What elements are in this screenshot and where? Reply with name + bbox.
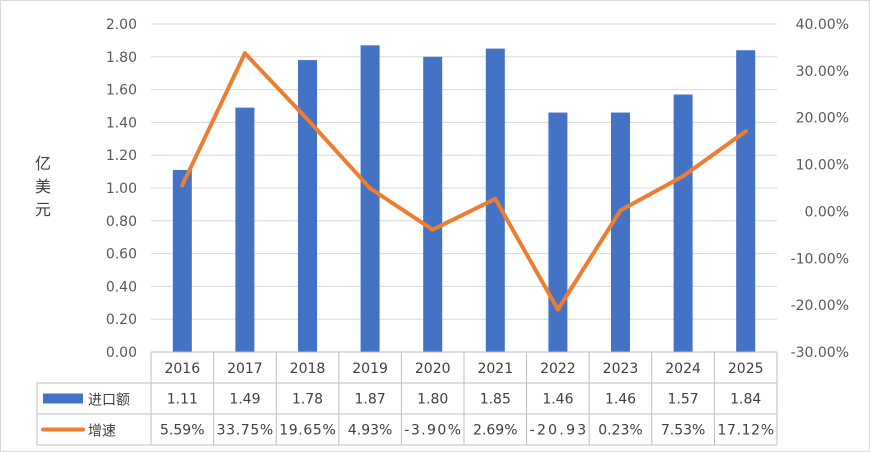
bar bbox=[548, 112, 568, 352]
x-tick-label: 2023 bbox=[603, 361, 639, 377]
line-series-growth bbox=[180, 51, 748, 312]
table-cell-value: 1.84 bbox=[730, 392, 761, 408]
x-tick-label: 2021 bbox=[477, 361, 513, 377]
y-axis-right: -30.00% -20.00% -10.00% 0.00% 10.00% 20.00% 30… bbox=[791, 17, 849, 361]
y-right-tick-label: 20.00% bbox=[796, 111, 849, 127]
table-cell-value: 1.49 bbox=[229, 392, 260, 408]
y-left-tick-label: 0.20 bbox=[106, 312, 137, 328]
y-right-tick-label: -10.00% bbox=[791, 251, 849, 267]
growth-point bbox=[493, 196, 498, 201]
y-axis-title-char: 亿 bbox=[35, 154, 51, 173]
table-cell-value: 1.46 bbox=[605, 392, 636, 408]
growth-line bbox=[180, 51, 748, 312]
table-cell-value: 1.57 bbox=[668, 392, 699, 408]
y-left-tick-label: 0.60 bbox=[106, 247, 137, 263]
growth-point bbox=[618, 208, 623, 213]
table-cell-value: 1.85 bbox=[480, 392, 511, 408]
table-cell-value: -20.93 bbox=[530, 423, 587, 439]
bar bbox=[235, 107, 255, 352]
x-tick-label: 2017 bbox=[227, 361, 263, 377]
y-left-tick-label: 1.40 bbox=[106, 115, 137, 131]
table-cell-value: 19.65% bbox=[279, 423, 336, 439]
growth-point bbox=[368, 186, 373, 191]
bar bbox=[611, 112, 630, 352]
y-right-tick-label: -30.00% bbox=[791, 345, 849, 361]
table-cell-value: 0.23% bbox=[598, 423, 642, 439]
bar bbox=[423, 56, 443, 353]
growth-point bbox=[743, 129, 748, 134]
bar bbox=[736, 50, 756, 353]
table-cell-value: 1.46 bbox=[542, 392, 573, 408]
x-tick-label: 2022 bbox=[540, 361, 576, 377]
bar bbox=[172, 169, 192, 352]
y-right-tick-label: 30.00% bbox=[796, 64, 849, 80]
y-axis-left: 0.00 0.20 0.40 0.60 0.80 1.00 1.20 1.40 1.60 1.80… bbox=[106, 17, 137, 361]
y-right-tick-label: 10.00% bbox=[796, 158, 849, 174]
table-cell-value: 33.75% bbox=[217, 423, 274, 439]
table-cell-value: -3.90% bbox=[404, 423, 461, 439]
y-axis-title: 亿美元 bbox=[35, 154, 51, 219]
growth-point bbox=[242, 51, 247, 56]
y-left-tick-label: 0.80 bbox=[106, 214, 137, 230]
table-cell-value: 7.53% bbox=[661, 423, 705, 439]
y-left-tick-label: 2.00 bbox=[106, 17, 137, 33]
bar bbox=[298, 60, 317, 353]
y-left-tick-label: 1.60 bbox=[106, 83, 137, 99]
table-cell-value: 2.69% bbox=[473, 423, 517, 439]
legend-key-bar bbox=[43, 393, 83, 404]
growth-point bbox=[180, 183, 185, 188]
growth-point bbox=[555, 307, 560, 312]
y-right-tick-label: -20.00% bbox=[791, 298, 849, 314]
bar bbox=[360, 45, 380, 352]
y-left-tick-label: 1.80 bbox=[106, 50, 137, 66]
growth-point bbox=[430, 227, 435, 232]
y-left-tick-label: 1.20 bbox=[106, 148, 137, 164]
x-tick-label: 2025 bbox=[728, 361, 764, 377]
bar-series-import bbox=[172, 45, 756, 353]
table-cell-value: 1.87 bbox=[355, 392, 386, 408]
y-right-tick-label: 40.00% bbox=[796, 17, 849, 33]
y-axis-title-char: 元 bbox=[35, 200, 51, 219]
x-tick-label: 2020 bbox=[415, 361, 451, 377]
table-cell-value: 1.78 bbox=[292, 392, 323, 408]
y-right-tick-label: 0.00% bbox=[805, 204, 849, 220]
legend-label: 进口额 bbox=[88, 393, 130, 409]
y-left-tick-label: 0.40 bbox=[106, 279, 137, 295]
bar bbox=[673, 94, 693, 353]
x-tick-label: 2018 bbox=[290, 361, 326, 377]
x-tick-label: 2024 bbox=[665, 361, 701, 377]
legend-label: 增速 bbox=[88, 424, 116, 440]
y-axis-title-char: 美 bbox=[35, 177, 51, 196]
x-tick-label: 2019 bbox=[352, 361, 388, 377]
table-cell-value: 5.59% bbox=[160, 423, 204, 439]
y-left-tick-label: 0.00 bbox=[106, 345, 137, 361]
table-cell-value: 4.93% bbox=[348, 423, 392, 439]
x-tick-label: 2016 bbox=[164, 361, 200, 377]
data-table: 2016 2017 2018 2019 2020 2021 2022 2023 2024 2025… bbox=[36, 351, 778, 446]
gridlines bbox=[151, 23, 777, 353]
table-cell-value: 1.11 bbox=[167, 392, 198, 408]
table-cell-value: 1.80 bbox=[417, 392, 448, 408]
growth-point bbox=[681, 174, 686, 179]
table-cell-value: 17.12% bbox=[717, 423, 774, 439]
growth-point bbox=[305, 117, 310, 122]
y-left-tick-label: 1.00 bbox=[106, 181, 137, 197]
